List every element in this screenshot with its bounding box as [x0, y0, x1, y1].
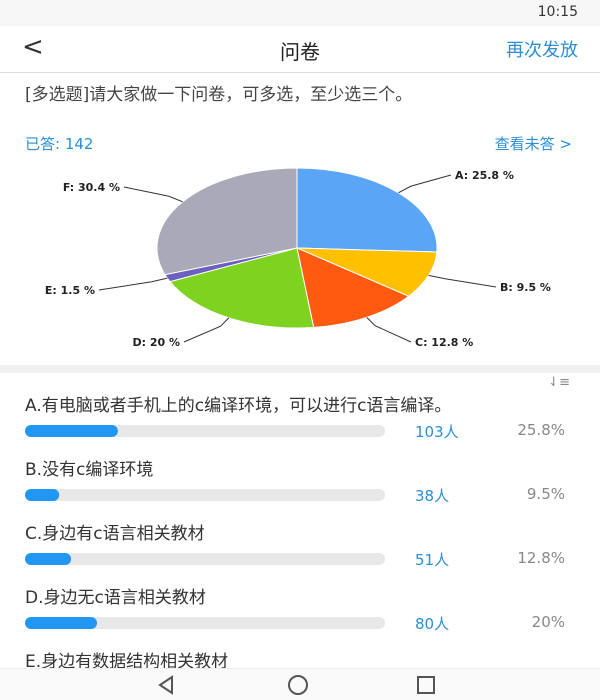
option-bar [25, 489, 385, 501]
option-text: B.没有c编译环境 [25, 460, 154, 480]
option-bar [25, 617, 385, 629]
bar-fill [25, 425, 118, 437]
bar-track [25, 553, 385, 565]
nav-home[interactable] [288, 675, 308, 695]
leader-line [398, 174, 452, 194]
nav-back[interactable] [158, 675, 173, 695]
leader-line [98, 277, 168, 291]
slice-label: C: 12.8 % [415, 336, 473, 349]
option-count: 80人 [415, 615, 450, 633]
bar-fill [25, 617, 97, 629]
option-bar [25, 425, 385, 437]
bar-fill [25, 553, 72, 565]
bar-track [25, 489, 385, 501]
nav-icons [158, 675, 435, 695]
option-bar [25, 553, 385, 565]
pie-slice [296, 247, 438, 297]
leader-line [366, 317, 412, 343]
option-count: 51人 [415, 551, 450, 569]
leader-line [183, 317, 230, 343]
slice-label: F: 30.4 % [63, 181, 120, 194]
section-gap [0, 365, 600, 373]
slice-label: E: 1.5 % [45, 284, 95, 297]
option-percent: 20% [531, 613, 565, 631]
option-percent: 12.8% [517, 549, 565, 567]
option-text: A.有电脑或者手机上的c编译环境，可以进行c语言编译。 [25, 396, 452, 416]
clock: 10:15 [537, 4, 578, 20]
option-list: A.有电脑或者手机上的c编译环境，可以进行c语言编译。 103人 25.8% B.没有… [0, 395, 600, 670]
resend-button[interactable]: 再次发放 [506, 40, 578, 61]
back-button[interactable]: < [22, 32, 44, 62]
option-text: D.身边无c语言相关教材 [25, 588, 206, 608]
slice-label: A: 25.8 % [455, 169, 514, 182]
option-count: 38人 [415, 487, 450, 505]
pie-slice [296, 167, 438, 253]
nav-bar [0, 668, 600, 700]
leader-line [428, 274, 497, 288]
option-text: E.身边有数据结构相关教材 [25, 652, 229, 670]
slice-label: D: 20 % [132, 336, 180, 349]
sort-icon[interactable]: ⇃≡ [548, 375, 570, 390]
slice-label: B: 9.5 % [500, 281, 551, 294]
option-text: C.身边有c语言相关教材 [25, 524, 205, 544]
nav-recent[interactable] [417, 676, 435, 694]
leader-line [123, 186, 183, 203]
option-count: 103人 [415, 423, 459, 441]
question-text: [多选题]请大家做一下问卷，可多选，至少选三个。 [25, 85, 413, 105]
option-percent: 9.5% [526, 485, 565, 503]
view-unanswered[interactable]: 查看未答 > [494, 135, 572, 153]
page-title: 问卷 [280, 40, 320, 64]
option-percent: 25.8% [517, 421, 565, 439]
bar-fill [25, 489, 60, 501]
status-bar: 10:15 [0, 0, 600, 26]
answered-count: 已答: 142 [25, 135, 94, 153]
bar-track [25, 617, 385, 629]
pie-chart: A: 25.8 % B: 9.5 % C: 12.8 % D: 20 % E: 1.5 … [45, 167, 551, 349]
divider [0, 72, 600, 73]
